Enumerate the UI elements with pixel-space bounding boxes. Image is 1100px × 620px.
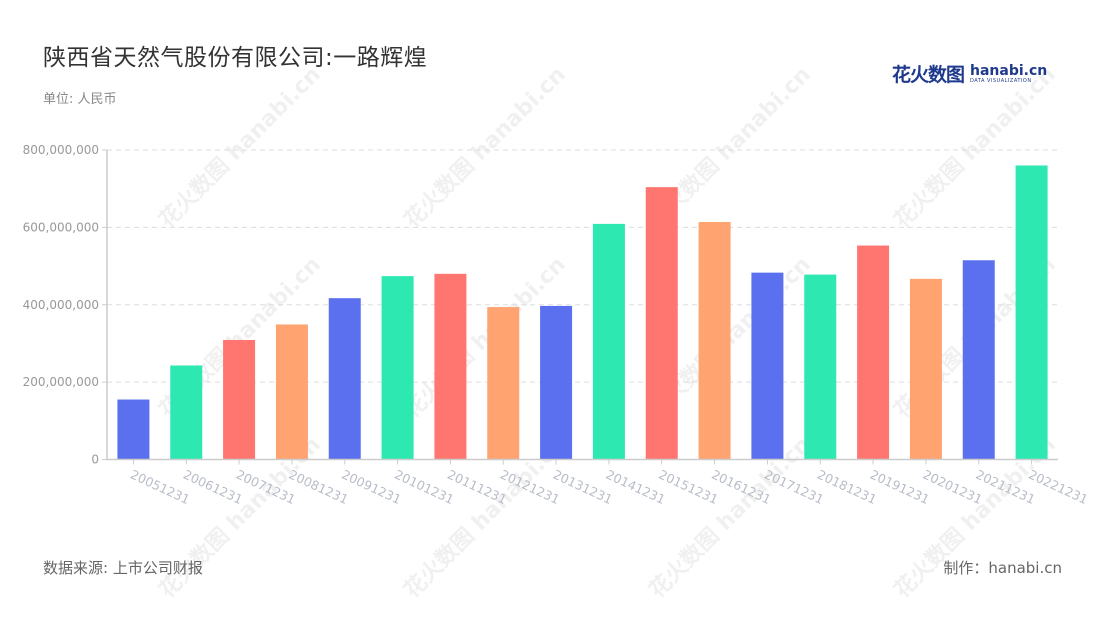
x-tick-label: 20171231 (762, 467, 826, 507)
x-tick-label: 20211231 (973, 467, 1037, 507)
y-tick-label: 400,000,000 (23, 298, 99, 312)
x-tick-label: 20131231 (551, 467, 615, 507)
x-tick-label: 20181231 (815, 467, 879, 507)
brand-cn: 花火数图 (892, 64, 965, 86)
bar-20091231 (328, 298, 361, 460)
bar-20161231 (698, 221, 731, 460)
x-tick-label: 20221231 (1026, 467, 1090, 507)
y-tick-label: 0 (91, 453, 99, 467)
y-tick-label: 200,000,000 (23, 375, 99, 389)
credit: 制作：hanabi.cn (943, 559, 1062, 577)
bar-20191231 (857, 245, 890, 460)
brand-logo: 花火数图 hanabi.cn DATA VISUALIZATION (892, 60, 1047, 87)
y-tick-label: 800,000,000 (23, 143, 99, 157)
bar-20171231 (751, 272, 784, 460)
bar-20141231 (592, 223, 625, 460)
bar-20131231 (540, 305, 573, 460)
y-tick-label: 600,000,000 (23, 220, 99, 234)
x-tick-label: 20161231 (709, 467, 773, 507)
brand-en-block: hanabi.cn DATA VISUALIZATION (970, 64, 1047, 84)
bar-20051231 (117, 399, 150, 460)
bar-20121231 (487, 307, 520, 460)
x-tick-label: 20141231 (604, 467, 668, 507)
bar-20221231 (1015, 165, 1048, 460)
x-tick-label: 20051231 (128, 467, 192, 507)
bar-20071231 (223, 339, 256, 460)
bar-20061231 (170, 365, 203, 460)
bars (117, 165, 1048, 460)
grid-lines (107, 149, 1058, 383)
bar-20181231 (804, 274, 837, 460)
x-axis: 2005123120061231200712312008123120091231… (107, 458, 1090, 507)
x-tick-label: 20121231 (498, 467, 562, 507)
unit-label: 单位: 人民币 (43, 92, 117, 107)
bar-20201231 (909, 278, 942, 460)
x-tick-label: 20191231 (868, 467, 932, 507)
bar-20151231 (645, 187, 678, 460)
x-tick-label: 20071231 (234, 467, 298, 507)
x-tick-label: 20081231 (287, 467, 351, 507)
bar-20101231 (381, 276, 414, 460)
x-tick-label: 20091231 (339, 467, 403, 507)
bar-20111231 (434, 273, 467, 460)
bar-20081231 (275, 324, 308, 460)
page-title: 陕西省天然气股份有限公司:一路辉煌 (43, 45, 428, 71)
x-tick-label: 20101231 (392, 467, 456, 507)
brand-en: hanabi.cn (970, 62, 1048, 79)
data-source: 数据来源: 上市公司财报 (43, 559, 203, 577)
brand-sub: DATA VISUALIZATION (970, 77, 1032, 84)
x-tick-label: 20201231 (921, 467, 985, 507)
y-axis: 0 200,000,000 400,000,000 600,000,000 800,00… (23, 143, 108, 467)
bar-20211231 (962, 260, 995, 460)
x-tick-label: 20111231 (445, 467, 509, 507)
x-tick-label: 20151231 (656, 467, 720, 507)
x-tick-label: 20061231 (181, 467, 245, 507)
